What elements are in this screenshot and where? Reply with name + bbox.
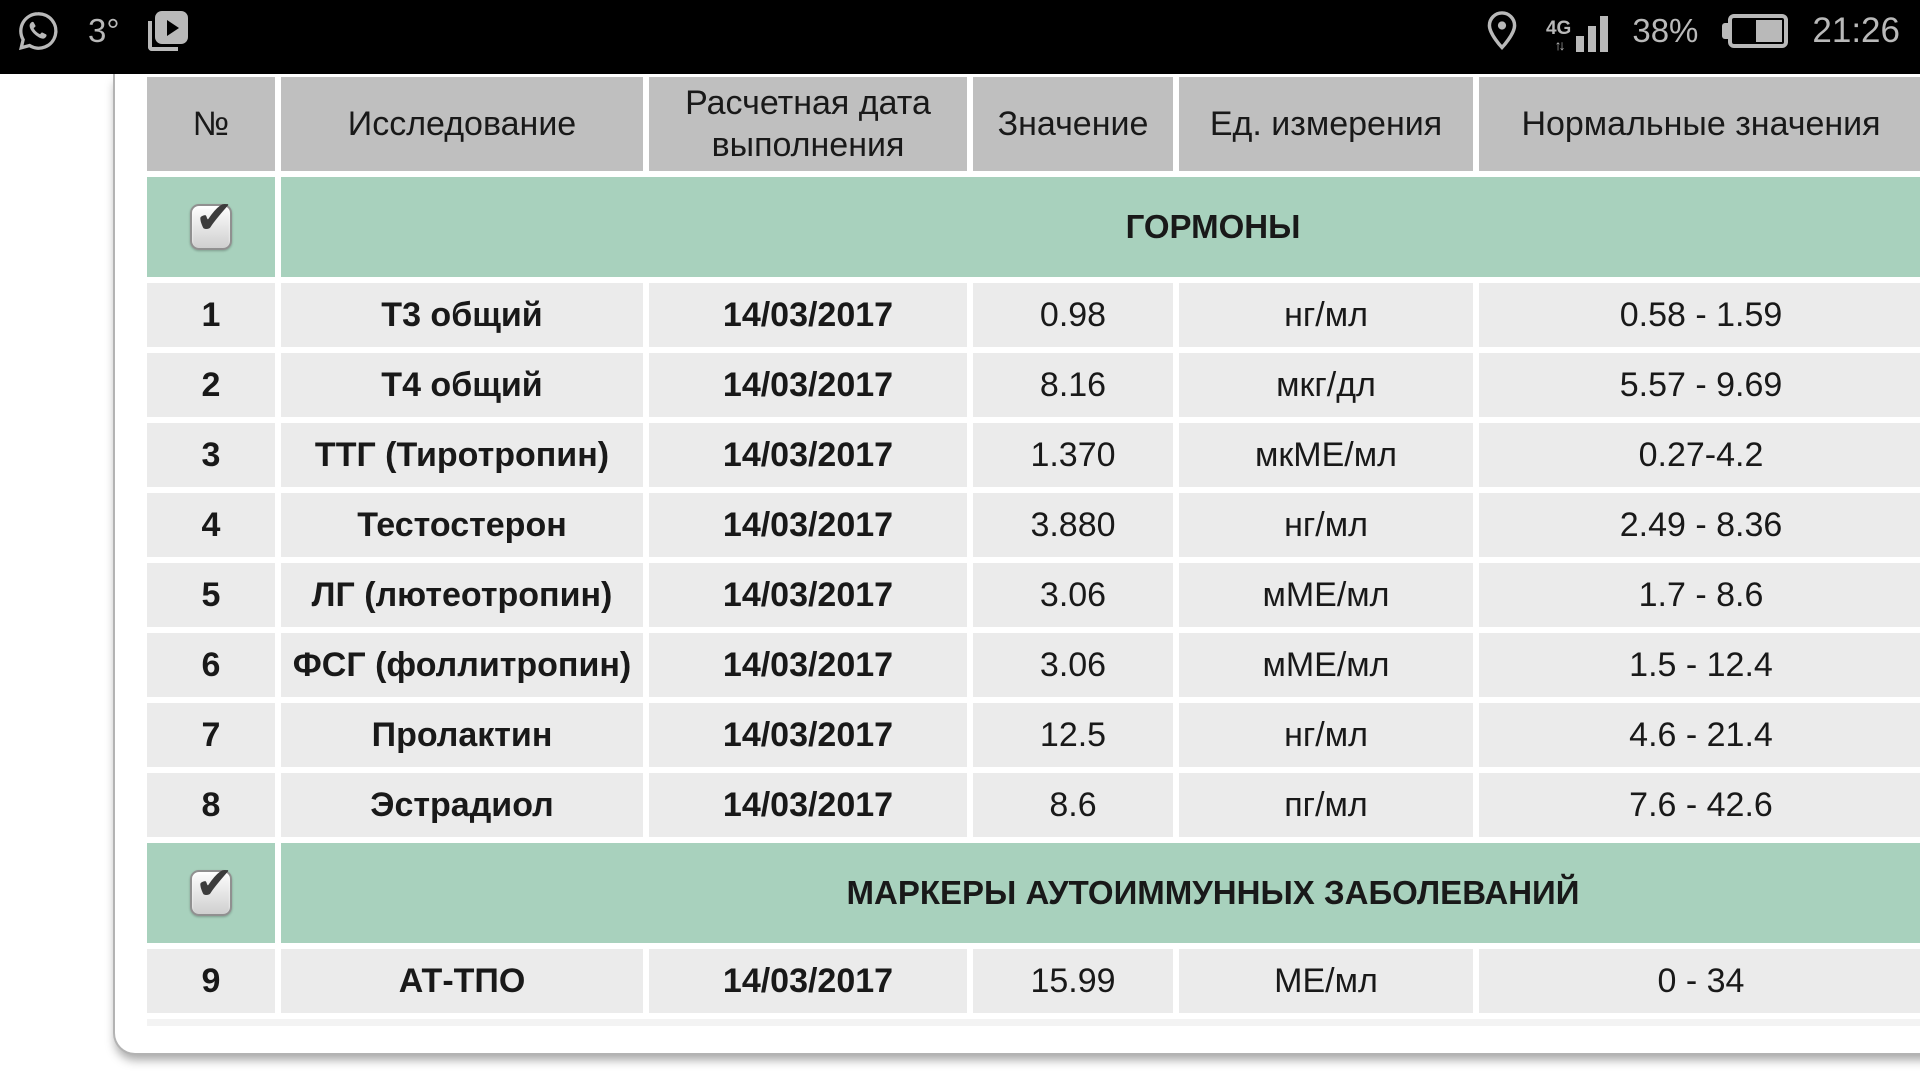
normal-range-cell: 0.58 - 1.59	[1479, 283, 1920, 347]
section-checkbox-cell: ✔	[147, 843, 275, 943]
row-number-cell: 5	[147, 563, 275, 627]
signal-icon: 4G ↑↓	[1545, 10, 1609, 52]
row-number-cell: 6	[147, 633, 275, 697]
normal-range-cell: 0.27-4.2	[1479, 423, 1920, 487]
battery-icon	[1722, 14, 1789, 48]
results-table: № Исследование Расчетная дата выполнения…	[147, 77, 1920, 1026]
unit-cell: нг/мл	[1179, 283, 1473, 347]
section-title: ГОРМОНЫ	[1125, 208, 1301, 245]
result-row: 1 Т3 общий 14/03/2017 0.98 нг/мл 0.58 - …	[147, 283, 1920, 347]
results-card: № Исследование Расчетная дата выполнения…	[113, 74, 1920, 1055]
test-name-cell: Пролактин	[281, 703, 643, 767]
date-cell: 14/03/2017	[649, 703, 967, 767]
date-cell: 14/03/2017	[649, 283, 967, 347]
result-row: 5 ЛГ (лютеотропин) 14/03/2017 3.06 мМЕ/м…	[147, 563, 1920, 627]
result-row: 6 ФСГ (фоллитропин) 14/03/2017 3.06 мМЕ/…	[147, 633, 1920, 697]
column-header-unit: Ед. измерения	[1179, 77, 1473, 171]
status-bar: 3° 4G ↑↓ 38% 21:26	[0, 0, 1920, 74]
section-checkbox[interactable]: ✔	[190, 860, 234, 916]
test-name-cell: Эстрадиол	[281, 773, 643, 837]
row-number-cell: 9	[147, 949, 275, 1013]
result-row: 3 ТТГ (Тиротропин) 14/03/2017 1.370 мкМЕ…	[147, 423, 1920, 487]
checkmark-icon: ✔	[195, 856, 234, 910]
date-cell: 14/03/2017	[649, 949, 967, 1013]
section-title-cell: ГОРМОНЫ	[281, 177, 1920, 277]
section-checkbox-cell: ✔	[147, 177, 275, 277]
screenshot-play-icon	[147, 11, 188, 51]
section-header-row: ✔ МАРКЕРЫ АУТОИММУННЫХ ЗАБОЛЕВАНИЙ	[147, 843, 1920, 943]
value-cell: 8.16	[973, 353, 1173, 417]
network-type-label: 4G	[1545, 18, 1572, 39]
unit-cell: мкг/дл	[1179, 353, 1473, 417]
normal-range-cell: 1.5 - 12.4	[1479, 633, 1920, 697]
column-header-value: Значение	[973, 77, 1173, 171]
checkmark-icon: ✔	[195, 190, 234, 244]
row-number-cell: 3	[147, 423, 275, 487]
date-cell: 14/03/2017	[649, 773, 967, 837]
result-row: 9 АТ-ТПО 14/03/2017 15.99 МЕ/мл 0 - 34	[147, 949, 1920, 1013]
normal-range-cell: 7.6 - 42.6	[1479, 773, 1920, 837]
row-number-cell: 4	[147, 493, 275, 557]
test-name-cell: Тестостерон	[281, 493, 643, 557]
result-row: 8 Эстрадиол 14/03/2017 8.6 пг/мл 7.6 - 4…	[147, 773, 1920, 837]
value-cell: 3.06	[973, 633, 1173, 697]
date-cell: 14/03/2017	[649, 563, 967, 627]
normal-range-cell: 1.7 - 8.6	[1479, 563, 1920, 627]
unit-cell: нг/мл	[1179, 703, 1473, 767]
location-icon	[1487, 11, 1517, 51]
test-name-cell: АТ-ТПО	[281, 949, 643, 1013]
test-name-cell: Т4 общий	[281, 353, 643, 417]
normal-range-cell: 5.57 - 9.69	[1479, 353, 1920, 417]
test-name-cell: ТТГ (Тиротропин)	[281, 423, 643, 487]
result-row: 2 Т4 общий 14/03/2017 8.16 мкг/дл 5.57 -…	[147, 353, 1920, 417]
whatsapp-icon	[18, 12, 58, 51]
date-cell: 14/03/2017	[649, 493, 967, 557]
result-row: 4 Тестостерон 14/03/2017 3.880 нг/мл 2.4…	[147, 493, 1920, 557]
section-checkbox[interactable]: ✔	[190, 194, 234, 250]
column-header-normal: Нормальные значения	[1479, 77, 1920, 171]
battery-percent-label: 38%	[1632, 12, 1699, 49]
test-name-cell: Т3 общий	[281, 283, 643, 347]
date-cell: 14/03/2017	[649, 423, 967, 487]
row-number-cell: 8	[147, 773, 275, 837]
value-cell: 3.06	[973, 563, 1173, 627]
section-title-cell: МАРКЕРЫ АУТОИММУННЫХ ЗАБОЛЕВАНИЙ	[281, 843, 1920, 943]
row-number-cell: 7	[147, 703, 275, 767]
row-number-cell: 2	[147, 353, 275, 417]
section-title: МАРКЕРЫ АУТОИММУННЫХ ЗАБОЛЕВАНИЙ	[846, 874, 1580, 911]
unit-cell: мМЕ/мл	[1179, 633, 1473, 697]
value-cell: 3.880	[973, 493, 1173, 557]
clock-label: 21:26	[1812, 11, 1900, 50]
normal-range-cell: 0 - 34	[1479, 949, 1920, 1013]
result-row: 7 Пролактин 14/03/2017 12.5 нг/мл 4.6 - …	[147, 703, 1920, 767]
unit-cell: мкМЕ/мл	[1179, 423, 1473, 487]
column-header-number: №	[147, 77, 275, 171]
section-header-row: ✔ ГОРМОНЫ	[147, 177, 1920, 277]
value-cell: 12.5	[973, 703, 1173, 767]
table-header-row: № Исследование Расчетная дата выполнения…	[147, 77, 1920, 171]
column-header-test: Исследование	[281, 77, 643, 171]
date-cell: 14/03/2017	[649, 633, 967, 697]
unit-cell: нг/мл	[1179, 493, 1473, 557]
test-name-cell: ФСГ (фоллитропин)	[281, 633, 643, 697]
unit-cell: МЕ/мл	[1179, 949, 1473, 1013]
test-name-cell: ЛГ (лютеотропин)	[281, 563, 643, 627]
value-cell: 8.6	[973, 773, 1173, 837]
unit-cell: пг/мл	[1179, 773, 1473, 837]
normal-range-cell: 2.49 - 8.36	[1479, 493, 1920, 557]
value-cell: 0.98	[973, 283, 1173, 347]
temperature-label: 3°	[88, 12, 120, 49]
column-header-date: Расчетная дата выполнения	[649, 77, 967, 171]
value-cell: 1.370	[973, 423, 1173, 487]
unit-cell: мМЕ/мл	[1179, 563, 1473, 627]
date-cell: 14/03/2017	[649, 353, 967, 417]
clipped-next-row	[147, 1019, 1920, 1026]
value-cell: 15.99	[973, 949, 1173, 1013]
row-number-cell: 1	[147, 283, 275, 347]
normal-range-cell: 4.6 - 21.4	[1479, 703, 1920, 767]
